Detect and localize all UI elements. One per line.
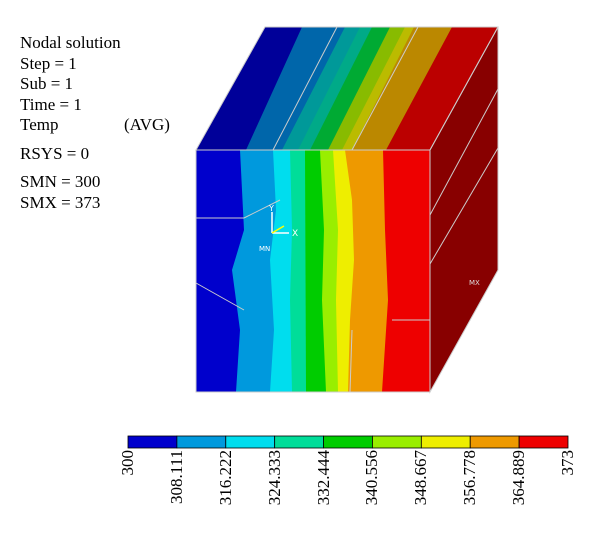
info-step: Step = 1 — [20, 53, 77, 73]
legend-bar — [127, 435, 569, 449]
mesh-lines — [195, 26, 499, 394]
cube-front-face — [196, 150, 430, 392]
legend-tick-label: 356.778 — [460, 450, 480, 506]
legend-swatch — [323, 435, 373, 449]
legend-tick-label: 373 — [558, 450, 577, 476]
info-title: Nodal solution — [20, 33, 121, 52]
info-smx: SMX = 373 — [20, 192, 101, 212]
legend-tick-label: 332.444 — [313, 450, 333, 506]
info-avg: (AVG) — [124, 115, 170, 134]
legend-tick-label: 364.889 — [509, 450, 529, 506]
legend-tick-label: 300 — [118, 450, 137, 476]
info-temp-row: Temp (AVG) — [20, 115, 170, 136]
legend-swatch — [372, 435, 422, 449]
contour-plot: X Y MN MX — [127, 26, 569, 449]
solution-info-panel: Nodal solution Step = 1 Sub = 1 Time = 1… — [20, 33, 170, 213]
axis-x-label: X — [292, 229, 298, 239]
min-marker: MN — [259, 245, 270, 253]
legend-tick-label: 340.556 — [362, 450, 382, 506]
legend-swatch — [176, 435, 227, 449]
legend-swatch — [225, 435, 276, 449]
legend-swatch — [127, 435, 178, 449]
info-smn: SMN = 300 — [20, 172, 101, 191]
legend-swatch — [420, 435, 471, 449]
legend-swatch — [469, 435, 520, 449]
info-temp: Temp — [20, 115, 59, 134]
info-rsys: RSYS = 0 — [20, 143, 90, 163]
cube-top-face — [196, 27, 498, 150]
legend-tick-label: 308.111 — [166, 450, 186, 504]
max-marker: MX — [469, 279, 480, 287]
info-substep: Sub = 1 — [20, 74, 74, 93]
legend-tick-label: 316.222 — [215, 450, 235, 506]
axis-triad: X Y — [268, 204, 298, 239]
axis-y-label: Y — [268, 204, 274, 213]
legend-swatch — [274, 435, 324, 449]
legend-tick-label: 348.667 — [411, 450, 431, 506]
legend-tick-label: 324.333 — [264, 450, 284, 506]
cube-right-face — [430, 27, 498, 392]
info-time: Time = 1 — [20, 94, 82, 114]
legend-swatch — [518, 435, 569, 449]
